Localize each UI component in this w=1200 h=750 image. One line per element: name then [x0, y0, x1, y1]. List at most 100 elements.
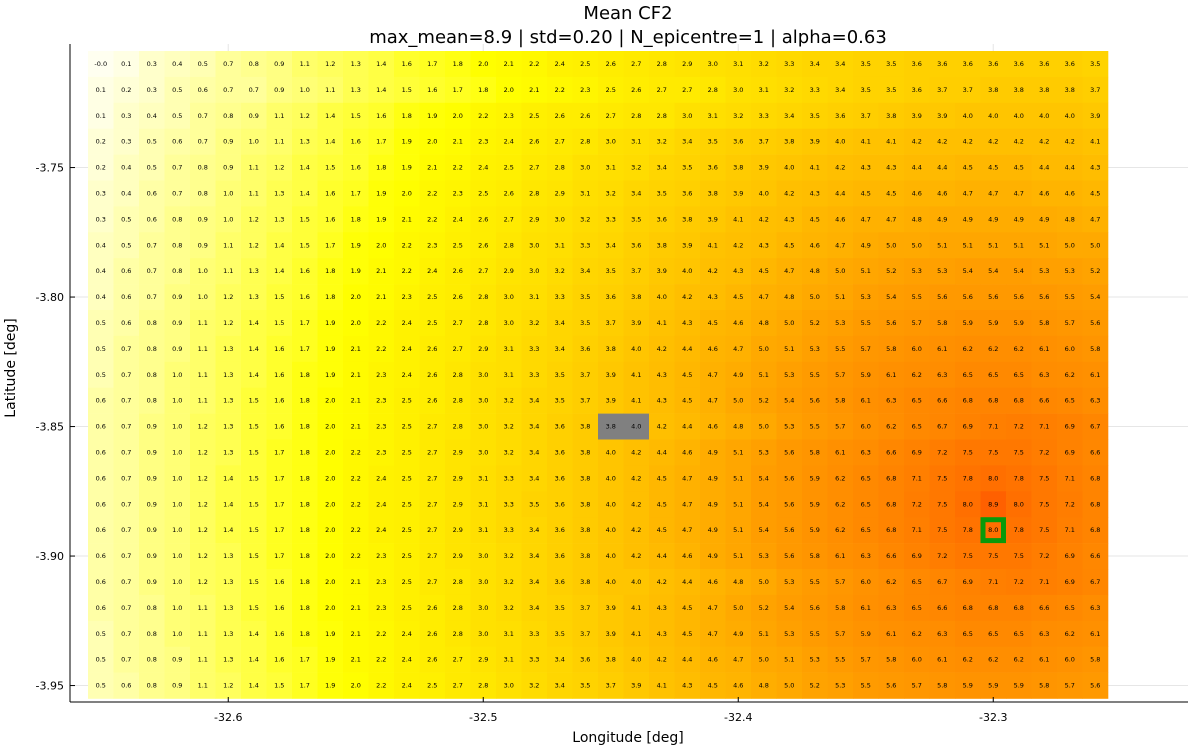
- heatmap-cell: [1057, 491, 1083, 518]
- cell-value-label: 1.5: [300, 241, 310, 249]
- cell-value-label: 6.8: [1090, 526, 1100, 534]
- cell-value-label: 0.7: [223, 60, 233, 68]
- heatmap-cell: [241, 594, 267, 622]
- cell-value-label: 3.1: [504, 345, 514, 353]
- cell-value-label: 2.1: [351, 345, 361, 353]
- cell-value-label: 8.0: [988, 474, 998, 482]
- heatmap-cell: [190, 310, 216, 337]
- cell-value-label: 1.7: [453, 86, 463, 94]
- heatmap-cell: [368, 517, 395, 544]
- heatmap-cell: [368, 465, 395, 492]
- heatmap-cell: [751, 672, 777, 699]
- heatmap-cell: [521, 102, 548, 129]
- heatmap-cell: [572, 439, 599, 466]
- cell-value-label: 0.4: [96, 241, 106, 249]
- heatmap-cell: [292, 465, 318, 492]
- cell-value-label: 1.1: [198, 656, 208, 664]
- cell-value-label: 7.1: [1039, 423, 1049, 431]
- cell-value-label: 6.3: [861, 552, 871, 560]
- heatmap-cell: [1031, 569, 1058, 596]
- cell-value-label: 2.4: [376, 500, 386, 508]
- cell-value-label: 2.8: [478, 293, 488, 301]
- cell-value-label: 2.6: [427, 604, 437, 612]
- heatmap-cell: [1031, 594, 1058, 622]
- heatmap-cell: [419, 491, 446, 518]
- cell-value-label: 4.3: [784, 215, 794, 223]
- cell-value-label: 2.8: [708, 86, 718, 94]
- heatmap-cell: [470, 76, 497, 104]
- cell-value-label: 3.0: [478, 578, 488, 586]
- heatmap-cell: [955, 180, 981, 207]
- cell-value-label: 4.4: [682, 578, 692, 586]
- heatmap-cell: [1082, 310, 1109, 337]
- heatmap-cell: [725, 154, 752, 181]
- cell-value-label: 1.9: [402, 164, 412, 172]
- heatmap-cell: [623, 594, 650, 622]
- cell-value-label: 4.2: [631, 552, 641, 560]
- cell-value-label: 0.4: [121, 189, 131, 197]
- heatmap-cell: [88, 361, 114, 388]
- heatmap-cell: [649, 543, 675, 570]
- cell-value-label: 3.6: [1039, 60, 1049, 68]
- cell-value-label: 4.7: [1014, 189, 1024, 197]
- cell-value-label: 5.6: [784, 552, 794, 560]
- heatmap-cell: [776, 310, 803, 337]
- cell-value-label: 6.8: [1014, 604, 1024, 612]
- cell-value-label: 0.8: [198, 164, 208, 172]
- cell-value-label: 5.7: [1065, 682, 1075, 690]
- cell-value-label: 1.9: [351, 267, 361, 275]
- heatmap-cell: [980, 102, 1007, 129]
- heatmap-cell: [1057, 128, 1083, 155]
- cell-value-label: 3.0: [478, 630, 488, 638]
- heatmap-cell: [572, 491, 599, 518]
- heatmap-cell: [445, 413, 471, 440]
- heatmap-cell: [751, 335, 777, 363]
- heatmap-cell: [139, 465, 165, 492]
- heatmap-cell: [751, 51, 777, 78]
- heatmap-cell: [394, 491, 420, 518]
- cell-value-label: 7.8: [1014, 474, 1024, 482]
- heatmap-cell: [368, 180, 395, 207]
- heatmap-cell: [470, 361, 497, 388]
- heatmap-cell: [1006, 128, 1032, 155]
- heatmap-cell: [1057, 594, 1083, 622]
- cell-value-label: 0.8: [198, 189, 208, 197]
- heatmap-cell: [394, 387, 420, 414]
- cell-value-label: 5.3: [784, 371, 794, 379]
- cell-value-label: 5.6: [937, 293, 947, 301]
- heatmap-cell: [521, 646, 548, 673]
- heatmap-cell: [853, 51, 879, 78]
- heatmap-cell: [1031, 413, 1058, 440]
- cell-value-label: 0.1: [96, 86, 106, 94]
- heatmap-cell: [164, 310, 191, 337]
- cell-value-label: 1.1: [198, 630, 208, 638]
- cell-value-label: 3.8: [657, 241, 667, 249]
- heatmap-cell: [802, 672, 828, 699]
- heatmap-cell: [1006, 154, 1032, 181]
- cell-value-label: 5.3: [1065, 267, 1075, 275]
- cell-value-label: 3.3: [504, 526, 514, 534]
- cell-value-label: 3.0: [478, 448, 488, 456]
- cell-value-label: 0.3: [96, 215, 106, 223]
- cell-value-label: 0.7: [147, 241, 157, 249]
- heatmap-cell: [317, 672, 344, 699]
- cell-value-label: 1.0: [172, 526, 182, 534]
- cell-value-label: 5.7: [1065, 319, 1075, 327]
- heatmap-cell: [1006, 387, 1032, 414]
- heatmap-cell: [215, 258, 242, 285]
- cell-value-label: 5.0: [1065, 241, 1075, 249]
- heatmap-cell: [700, 102, 726, 129]
- cell-value-label: 2.3: [376, 578, 386, 586]
- cell-value-label: 1.8: [300, 500, 310, 508]
- heatmap-cell: [292, 335, 318, 363]
- y-tick-label: -3.75: [36, 162, 64, 175]
- cell-value-label: 2.3: [376, 552, 386, 560]
- heatmap-cell: [470, 491, 497, 518]
- cell-value-label: 1.0: [172, 630, 182, 638]
- cell-value-label: 5.6: [784, 448, 794, 456]
- cell-value-label: 1.0: [172, 371, 182, 379]
- heatmap-cell: [470, 102, 497, 129]
- heatmap-cell: [547, 439, 573, 466]
- heatmap-cell: [394, 310, 420, 337]
- heatmap-cell: [776, 465, 803, 492]
